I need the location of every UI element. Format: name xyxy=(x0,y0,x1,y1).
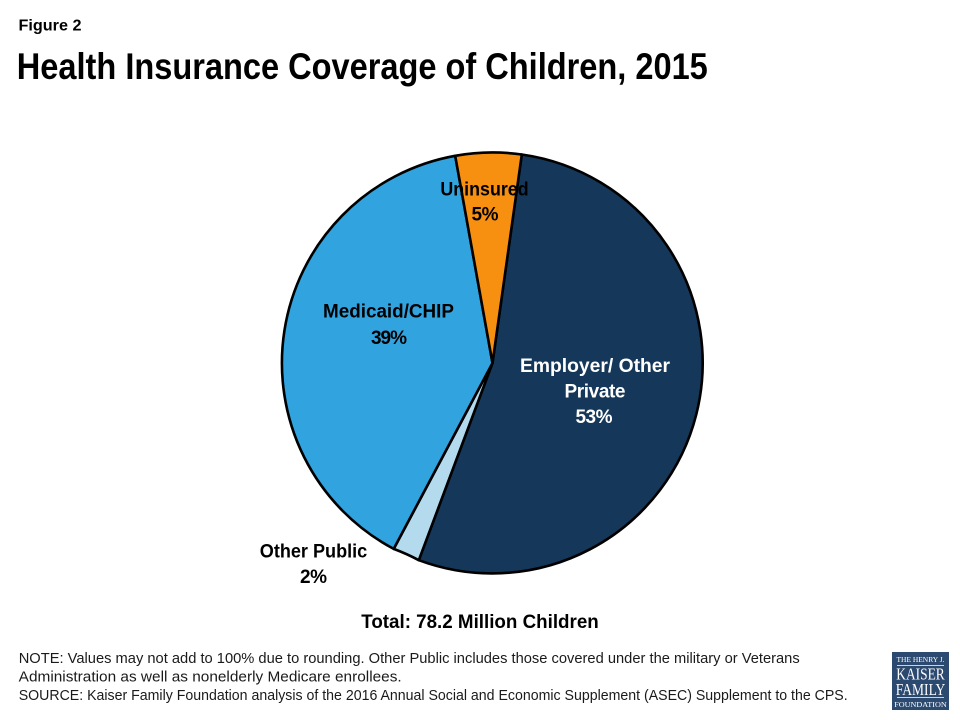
svg-text:FOUNDATION: FOUNDATION xyxy=(894,700,947,709)
svg-text:FAMILY: FAMILY xyxy=(896,680,946,699)
svg-text:SOURCE: Kaiser Family Foundati: SOURCE: Kaiser Family Foundation analysi… xyxy=(19,687,848,704)
svg-text:5%: 5% xyxy=(472,205,499,226)
svg-text:Administration as well as none: Administration as well as nonelderly Med… xyxy=(19,669,402,686)
svg-text:Health Insurance Coverage of C: Health Insurance Coverage of Children, 2… xyxy=(17,46,708,87)
svg-text:Total: 78.2 Million Children: Total: 78.2 Million Children xyxy=(361,612,599,633)
svg-text:Private: Private xyxy=(565,382,626,403)
svg-text:39%: 39% xyxy=(371,328,407,349)
svg-text:Figure 2: Figure 2 xyxy=(19,17,82,34)
svg-text:Uninsured: Uninsured xyxy=(440,180,528,201)
svg-text:Other Public: Other Public xyxy=(260,542,368,563)
svg-text:53%: 53% xyxy=(576,407,613,428)
svg-text:THE HENRY J.: THE HENRY J. xyxy=(897,656,945,664)
svg-text:Employer/ Other: Employer/ Other xyxy=(520,356,671,377)
svg-text:2%: 2% xyxy=(300,567,327,588)
svg-text:NOTE: Values may not add to 10: NOTE: Values may not add to 100% due to … xyxy=(19,650,800,667)
svg-text:Medicaid/CHIP: Medicaid/CHIP xyxy=(323,302,454,323)
svg-text:KAISER: KAISER xyxy=(896,664,945,683)
